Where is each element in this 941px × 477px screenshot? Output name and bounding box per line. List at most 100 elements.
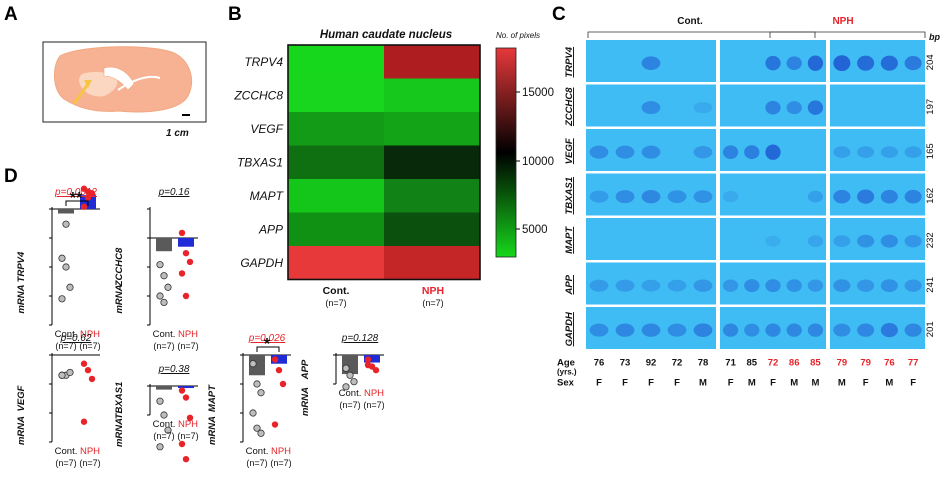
caudate-region bbox=[79, 71, 118, 97]
heatmap: TRPV4 ZCCHC8 VEGF TBXAS1 MAPT APP GAPDH bbox=[233, 44, 481, 281]
gel-band-gapdh-lane-12 bbox=[857, 323, 875, 337]
heatmap-title: Human caudate nucleus bbox=[320, 29, 452, 41]
heatmap-row-label-tbxas1: TBXAS1 bbox=[237, 155, 283, 169]
dot-n-nph-app: (n=7) bbox=[363, 400, 384, 410]
gel-sex-lane-9: M bbox=[790, 378, 798, 389]
heatmap-cell-cont-trpv4 bbox=[288, 45, 384, 79]
gel-band-tbxas1-lane-11 bbox=[833, 189, 851, 204]
gel-band-app-lane-1 bbox=[589, 279, 609, 292]
gel-age-lane-10: 85 bbox=[810, 358, 821, 369]
heatmap-n-cont: (n=7) bbox=[325, 298, 346, 308]
caudate-arrow bbox=[72, 83, 90, 105]
gel-bracket-nph bbox=[769, 31, 926, 38]
dot-bar-cont-trpv4 bbox=[58, 209, 74, 214]
heatmap-legend-title: No. of pixels bbox=[496, 31, 540, 40]
dot-n-cont-vegf: (n=7) bbox=[55, 458, 76, 468]
gel-sex-lane-2: F bbox=[622, 378, 628, 389]
dot-bar-nph-tbxas1 bbox=[178, 386, 194, 389]
gel-band-zcchc8-lane-3 bbox=[641, 101, 661, 115]
panel-label-c: C bbox=[552, 4, 566, 25]
gel-age-lane-4: 72 bbox=[672, 358, 683, 369]
gel-age-lane-13: 76 bbox=[884, 358, 895, 369]
dot-point-cont-trpv4-4 bbox=[62, 220, 70, 228]
gel-background-app-2 bbox=[830, 262, 925, 305]
panel-a-brain-image bbox=[42, 41, 207, 123]
dot-pvalue-trpv4: p=0.0012 bbox=[54, 187, 97, 198]
dot-point-cont-mapt-0 bbox=[249, 360, 257, 368]
gel-band-vegf-lane-14 bbox=[904, 146, 922, 159]
dot-n-nph-mapt: (n=7) bbox=[270, 458, 291, 468]
gel-background-vegf-2 bbox=[830, 129, 925, 171]
gel-band-mapt-lane-14 bbox=[904, 234, 922, 248]
panel-label-d: D bbox=[4, 166, 18, 187]
dot-ylabel-suffix-trpv4: mRNA bbox=[16, 284, 27, 313]
dot-point-cont-app-3 bbox=[342, 383, 350, 391]
gel-band-app-lane-6 bbox=[722, 279, 739, 292]
dot-ylabel-suffix-app: mRNA bbox=[300, 387, 311, 416]
gel-row-label-mapt: MAPT bbox=[564, 226, 575, 254]
gel-age-lane-14: 77 bbox=[908, 358, 919, 369]
gel-background-zcchc8-2 bbox=[830, 84, 925, 127]
colorbar-label-10000: 10000 bbox=[522, 156, 554, 168]
dot-bar-nph-mapt bbox=[271, 355, 287, 364]
gel-bp-label-app: 241 bbox=[925, 277, 936, 293]
heatmap-cell-nph-gapdh bbox=[384, 246, 480, 280]
dot-point-nph-vegf-3 bbox=[80, 418, 88, 425]
dot-point-cont-mapt-4 bbox=[253, 424, 261, 432]
gel-background-mapt-1 bbox=[720, 218, 826, 260]
dot-point-nph-app-3 bbox=[364, 361, 372, 369]
gel-band-app-lane-3 bbox=[641, 279, 661, 292]
gel-band-mapt-lane-12 bbox=[857, 234, 875, 248]
dot-xlabel-nph-tbxas1: NPH bbox=[178, 419, 198, 430]
dot-sig-bracket-trpv4 bbox=[65, 200, 89, 206]
gel-band-app-lane-9 bbox=[786, 279, 802, 292]
colorbar-label-5000: 5000 bbox=[522, 224, 548, 236]
dot-point-cont-trpv4-0 bbox=[58, 254, 66, 262]
heatmap-cell-nph-app bbox=[384, 212, 480, 246]
gel-band-tbxas1-lane-5 bbox=[693, 190, 713, 203]
dot-point-cont-trpv4-2 bbox=[66, 283, 74, 291]
gel-band-app-lane-5 bbox=[693, 279, 713, 292]
dot-point-cont-zcchc8-4 bbox=[160, 298, 168, 307]
dot-xlabel-nph-app: NPH bbox=[364, 388, 384, 399]
dot-ylabel-gene-mapt: MAPT bbox=[207, 384, 218, 412]
gel-sex-label: Sex bbox=[557, 378, 575, 389]
dot-point-nph-vegf-1 bbox=[84, 366, 92, 374]
gel-sex-lane-13: M bbox=[885, 378, 893, 389]
dot-point-nph-vegf-2 bbox=[88, 375, 96, 383]
dot-xlabel-cont-vegf: Cont. bbox=[55, 446, 78, 457]
gel-band-app-lane-11 bbox=[833, 279, 851, 292]
dot-point-nph-app-2 bbox=[372, 366, 380, 374]
dot-point-cont-zcchc8-2 bbox=[164, 283, 172, 291]
gel-band-app-lane-8 bbox=[765, 279, 781, 293]
gel-band-vegf-lane-11 bbox=[833, 146, 851, 159]
gel-band-gapdh-lane-2 bbox=[615, 323, 635, 337]
gel-age-lane-6: 71 bbox=[725, 358, 736, 369]
dot-point-nph-trpv4-0 bbox=[80, 203, 88, 210]
dot-point-cont-tbxas1-0 bbox=[156, 397, 164, 405]
gel-band-mapt-lane-8 bbox=[765, 235, 781, 247]
dot-point-nph-trpv4-4 bbox=[84, 188, 92, 195]
dot-xlabel-nph-zcchc8: NPH bbox=[178, 329, 198, 340]
gel-band-gapdh-lane-4 bbox=[667, 323, 687, 337]
gel-band-gapdh-lane-14 bbox=[904, 323, 922, 337]
dot-n-nph-tbxas1: (n=7) bbox=[177, 431, 198, 441]
gel-background-tbxas1-1 bbox=[720, 173, 826, 216]
dot-bar-nph-zcchc8 bbox=[178, 238, 194, 247]
gel-band-app-lane-14 bbox=[904, 279, 922, 292]
heatmap-cell-cont-mapt bbox=[288, 179, 384, 213]
scale-label: 1 cm bbox=[166, 128, 189, 139]
gel-background-vegf-0 bbox=[586, 129, 716, 171]
gel-band-vegf-lane-13 bbox=[880, 146, 898, 159]
dot-xlabel-cont-trpv4: Cont. bbox=[55, 329, 78, 340]
heatmap-cell-cont-zcchc8 bbox=[288, 78, 384, 112]
dot-ylabel-gene-tbxas1: TBXAS1 bbox=[114, 382, 125, 419]
dot-xlabel-cont-tbxas1: Cont. bbox=[153, 419, 176, 430]
dot-ylabel-gene-vegf: VEGF bbox=[16, 385, 27, 411]
heatmap-row-label-gapdh: GAPDH bbox=[240, 256, 283, 270]
dot-point-nph-tbxas1-4 bbox=[182, 455, 190, 463]
gel-band-gapdh-lane-5 bbox=[693, 323, 713, 337]
dot-n-cont-mapt: (n=7) bbox=[246, 458, 267, 468]
